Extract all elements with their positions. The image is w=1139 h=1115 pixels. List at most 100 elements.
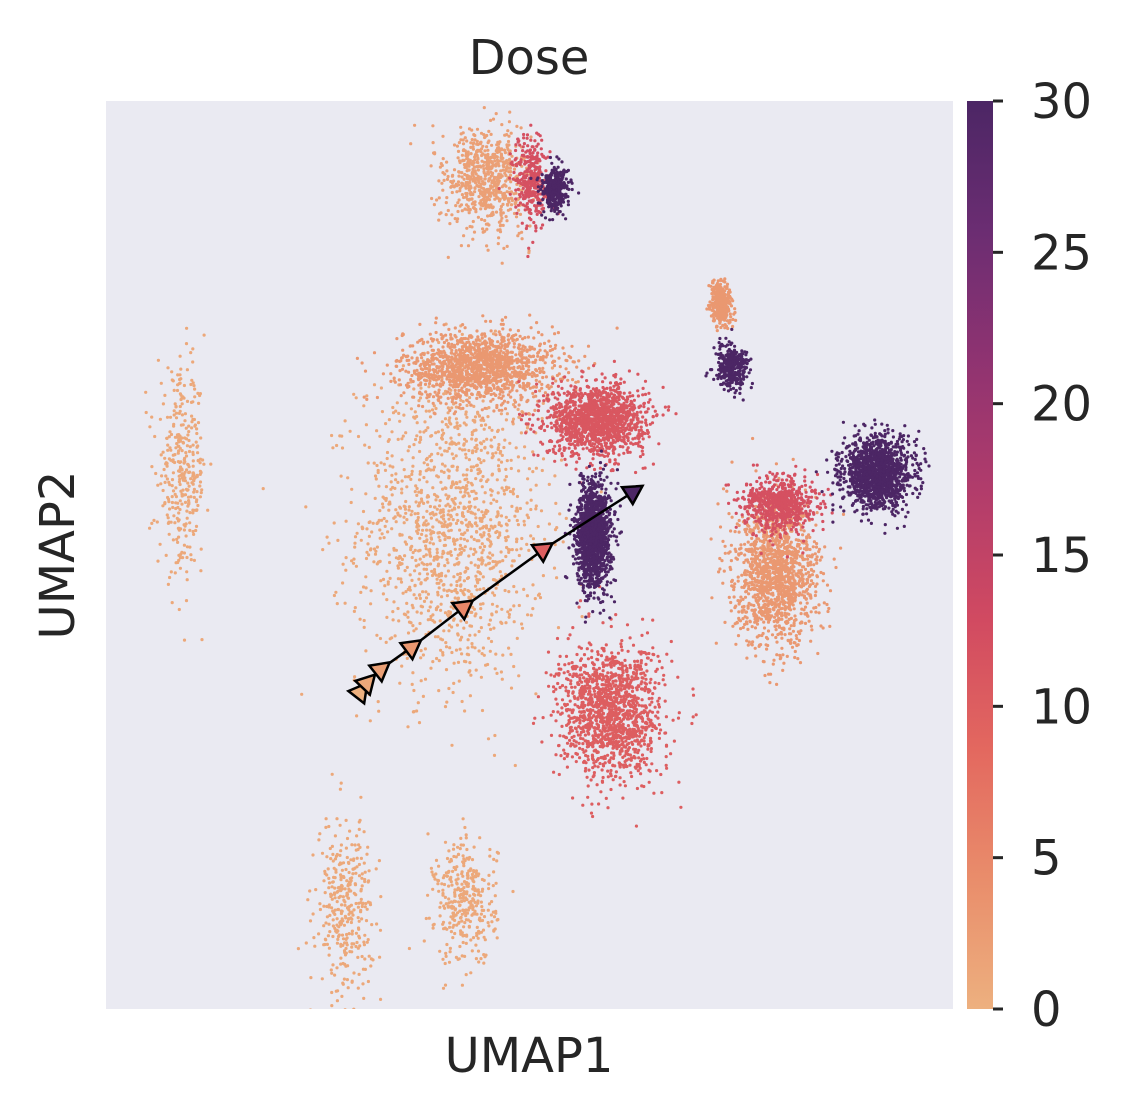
scatter-point	[414, 519, 419, 523]
scatter-point	[508, 328, 512, 332]
scatter-point	[480, 510, 484, 514]
scatter-point	[450, 650, 454, 655]
scatter-point	[368, 520, 372, 524]
scatter-point	[188, 445, 192, 449]
scatter-point	[453, 326, 457, 330]
scatter-point	[336, 538, 340, 543]
scatter-point	[368, 719, 372, 723]
scatter-point	[641, 415, 645, 419]
scatter-point	[499, 670, 503, 674]
scatter-point	[366, 461, 370, 465]
scatter-point	[344, 951, 348, 955]
scatter-point	[340, 883, 344, 888]
scatter-point	[465, 484, 469, 488]
scatter-point	[506, 338, 510, 342]
scatter-point	[615, 326, 619, 330]
scatter-point	[487, 538, 491, 542]
scatter-point	[487, 887, 491, 891]
scatter-point	[359, 910, 363, 914]
scatter-point	[396, 606, 400, 611]
scatter-point	[431, 887, 435, 891]
scatter-point	[363, 933, 367, 937]
scatter-point	[180, 402, 184, 406]
scatter-point	[476, 564, 481, 568]
scatter-point	[540, 333, 544, 337]
scatter-point	[421, 694, 425, 699]
scatter-point	[452, 537, 456, 541]
scatter-point	[481, 646, 485, 650]
scatter-point	[463, 921, 467, 925]
scatter-point	[644, 421, 648, 425]
scatter-point	[333, 834, 337, 838]
scatter-point	[341, 895, 345, 899]
scatter-point	[449, 514, 453, 518]
scatter-point	[421, 515, 425, 519]
scatter-point	[409, 407, 413, 411]
scatter-point	[534, 507, 538, 511]
scatter-point	[515, 361, 519, 365]
scatter-point	[304, 505, 308, 509]
scatter-point	[378, 434, 382, 438]
scatter-point	[559, 433, 563, 437]
scatter-point	[150, 415, 154, 419]
scatter-point	[398, 561, 402, 565]
scatter-point	[438, 538, 442, 543]
scatter-point	[536, 330, 541, 334]
scatter-point	[460, 872, 464, 876]
scatter-point	[436, 495, 440, 499]
scatter-point	[614, 422, 619, 426]
scatter-point	[480, 877, 484, 882]
scatter-point	[488, 359, 492, 363]
scatter-point	[496, 510, 500, 514]
scatter-point	[170, 370, 174, 374]
scatter-point	[520, 536, 524, 541]
scatter-point	[453, 333, 457, 338]
scatter-point	[505, 375, 509, 379]
scatter-point	[196, 451, 200, 455]
scatter-point	[476, 335, 480, 339]
scatter-point	[458, 395, 462, 399]
scatter-point	[548, 344, 553, 348]
scatter-point	[339, 843, 343, 847]
scatter-point	[175, 388, 180, 393]
scatter-point	[617, 392, 621, 396]
scatter-point	[440, 595, 444, 599]
scatter-point	[357, 874, 362, 878]
scatter-point	[489, 438, 493, 442]
scatter-point	[466, 638, 470, 642]
scatter-point	[336, 907, 340, 912]
scatter-point	[440, 555, 444, 559]
scatter-point	[473, 911, 477, 915]
scatter-point	[363, 443, 367, 447]
scatter-point	[185, 578, 189, 582]
scatter-point	[545, 449, 549, 453]
scatter-point	[177, 449, 181, 453]
scatter-point	[412, 443, 416, 447]
scatter-point	[389, 379, 393, 383]
scatter-point	[456, 873, 460, 877]
scatter-point	[439, 401, 443, 405]
scatter-point	[431, 401, 435, 405]
scatter-point	[509, 686, 514, 690]
scatter-point	[163, 393, 167, 397]
scatter-point	[472, 346, 476, 350]
scatter-point	[544, 375, 549, 379]
scatter-point	[419, 604, 423, 608]
scatter-point	[525, 542, 529, 547]
scatter-point	[644, 418, 648, 422]
scatter-point	[505, 529, 509, 533]
scatter-point	[383, 468, 388, 472]
scatter-point	[525, 513, 529, 517]
scatter-point	[350, 843, 354, 847]
scatter-point	[439, 508, 443, 512]
scatter-point	[461, 351, 465, 355]
scatter-point	[549, 385, 553, 389]
scatter-point	[621, 445, 625, 449]
scatter-point	[495, 499, 499, 503]
scatter-point	[163, 480, 167, 484]
scatter-point	[352, 609, 356, 614]
scatter-point	[492, 929, 496, 933]
scatter-point	[458, 543, 462, 548]
scatter-point	[441, 345, 445, 349]
